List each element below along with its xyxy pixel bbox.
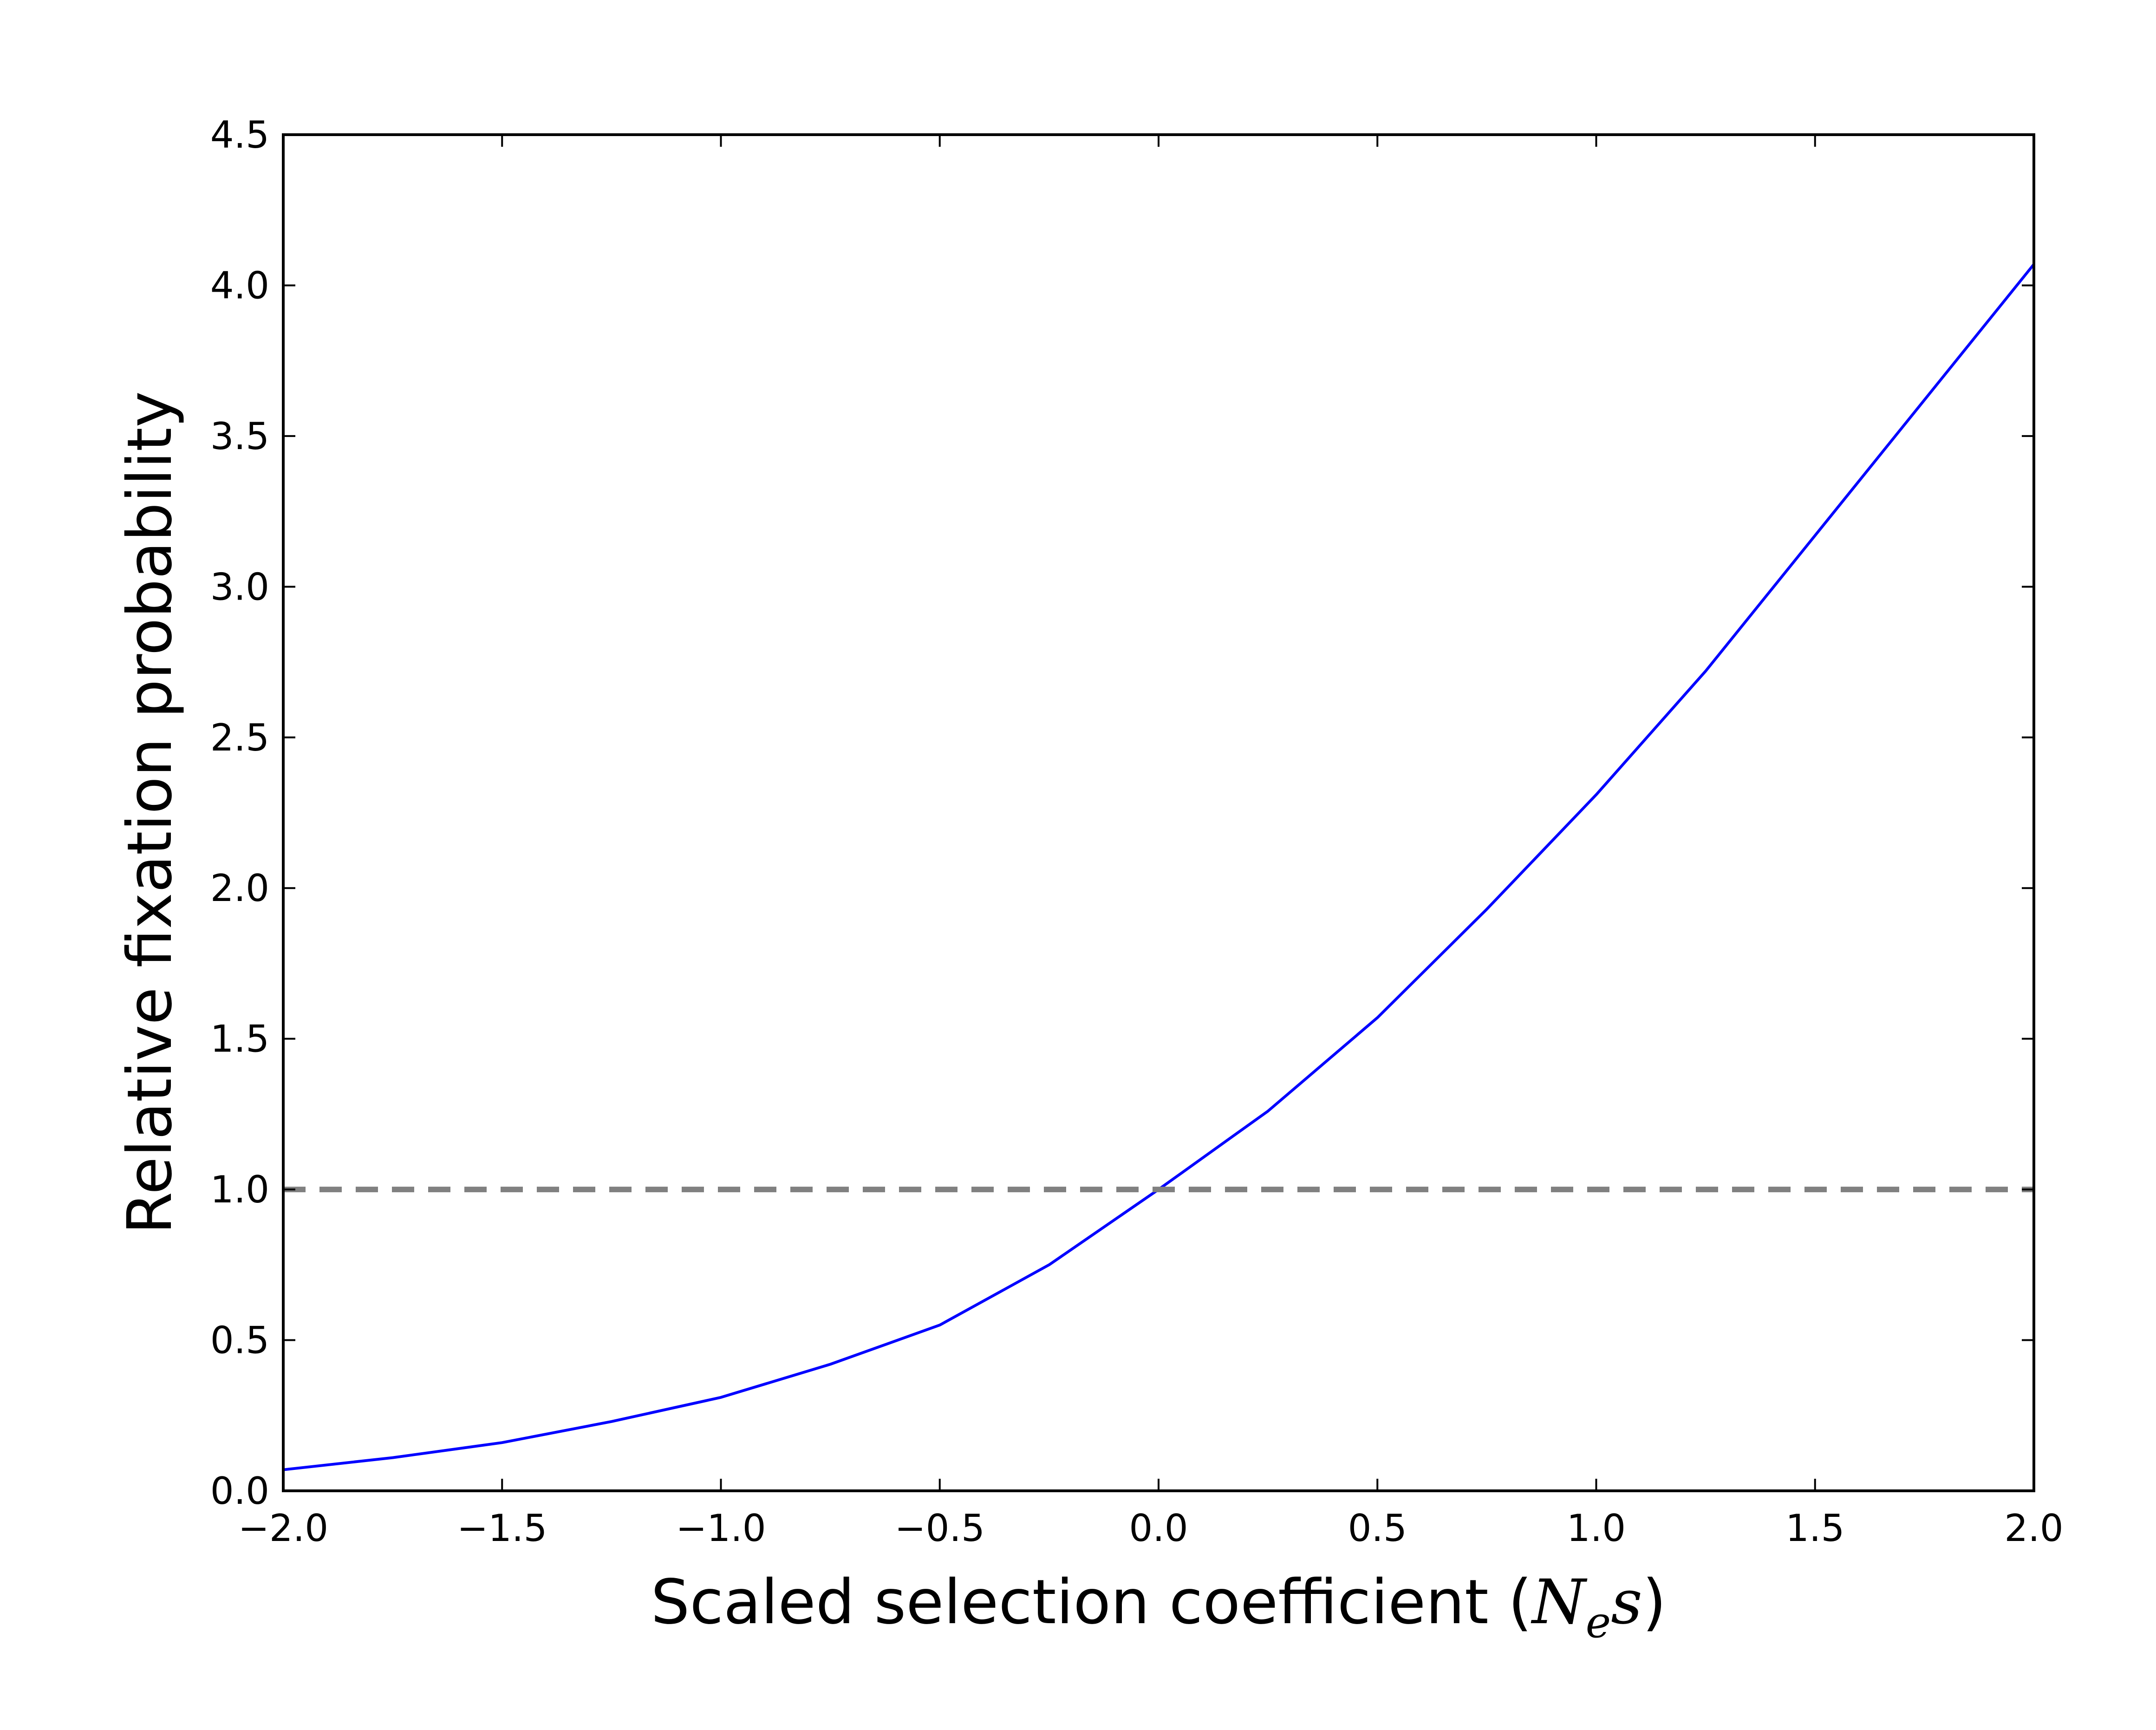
x-tick-label: −1.0: [676, 1507, 766, 1550]
x-tick-label: −1.5: [457, 1507, 547, 1550]
y-tick-label: 4.5: [210, 113, 269, 157]
x-tick-label: −2.0: [238, 1507, 328, 1550]
x-axis-label: Scaled selection coefficient (Nes): [651, 1567, 1667, 1647]
y-tick-label: 0.5: [210, 1319, 269, 1362]
y-tick-label: 0.0: [210, 1469, 269, 1513]
y-tick-label: 2.5: [210, 716, 269, 759]
x-tick-label: 0.5: [1348, 1507, 1407, 1550]
y-axis-label: Relative fixation probability: [114, 391, 186, 1234]
y-tick-label: 1.5: [210, 1018, 269, 1061]
x-tick-label: 1.0: [1567, 1507, 1626, 1550]
plot-frame: [282, 133, 2035, 1492]
x-tick-label: −0.5: [895, 1507, 985, 1550]
y-tick-label: 2.0: [210, 867, 269, 910]
series-layer: [283, 263, 2034, 1471]
y-tick-label: 4.0: [210, 264, 269, 307]
x-tick-label: 1.5: [1785, 1507, 1844, 1550]
x-tick-labels: −2.0 −1.5 −1.0 −0.5 0.0 0.5 1.0 1.5 2.0: [238, 1507, 2064, 1550]
y-tick-label: 3.5: [210, 415, 269, 458]
y-tick-labels: 0.0 0.5 1.0 1.5 2.0 2.5 3.0 3.5 4.0 4.5: [210, 113, 269, 1513]
x-tick-label: 2.0: [2004, 1507, 2063, 1550]
y-tick-label: 3.0: [210, 565, 269, 608]
x-tick-label: 0.0: [1129, 1507, 1188, 1550]
y-tick-label: 1.0: [210, 1168, 269, 1211]
plot-background: [283, 135, 2034, 1491]
